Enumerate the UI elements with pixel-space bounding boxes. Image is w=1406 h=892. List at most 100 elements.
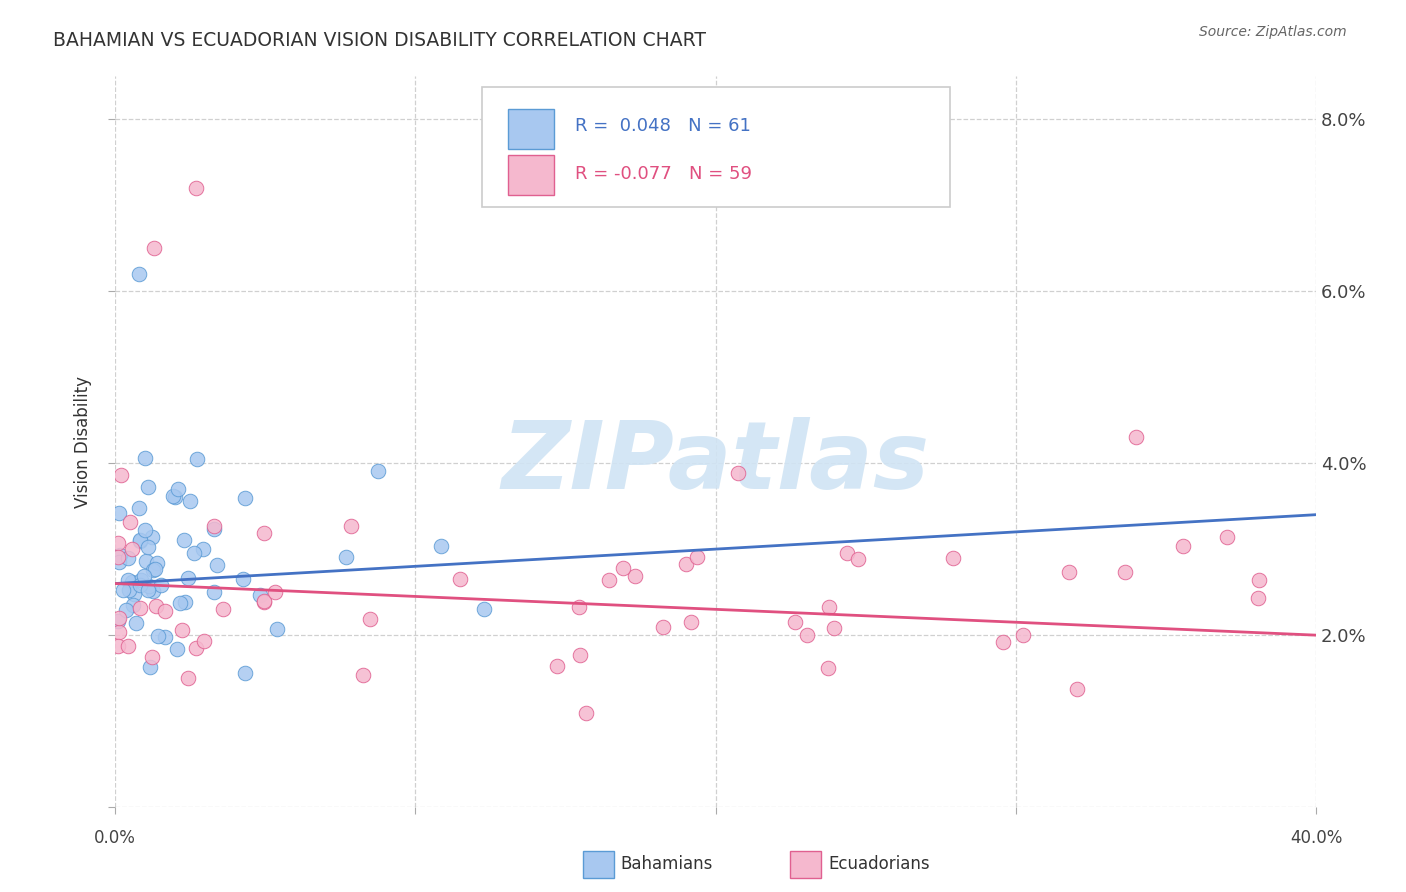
Point xyxy=(173,595,195,609)
Point xyxy=(193,541,215,556)
Point xyxy=(117,573,139,587)
Point xyxy=(846,552,869,566)
Point xyxy=(796,628,818,642)
Point xyxy=(1125,430,1147,444)
Point xyxy=(1216,530,1239,544)
Point xyxy=(142,563,165,577)
Point xyxy=(942,551,965,566)
Point xyxy=(359,612,381,626)
Text: R =  0.048   N = 61: R = 0.048 N = 61 xyxy=(575,117,751,136)
Point xyxy=(335,549,357,564)
Point xyxy=(146,556,169,570)
Point xyxy=(136,480,159,494)
Point xyxy=(233,666,256,681)
Point xyxy=(129,533,152,548)
Point xyxy=(193,634,215,648)
Point xyxy=(124,615,146,630)
Point xyxy=(121,542,143,557)
Point xyxy=(202,585,225,599)
Point xyxy=(107,536,129,550)
Point xyxy=(675,557,697,571)
Point xyxy=(141,650,163,665)
Point xyxy=(818,599,841,614)
Point xyxy=(186,451,208,466)
Point xyxy=(449,572,471,586)
Point xyxy=(686,550,709,565)
Point xyxy=(129,578,152,592)
Point xyxy=(352,667,374,681)
Point xyxy=(679,615,702,630)
Point xyxy=(186,180,208,194)
Point xyxy=(167,482,190,496)
Text: R = -0.077   N = 59: R = -0.077 N = 59 xyxy=(575,165,752,183)
Point xyxy=(1114,566,1136,580)
Point xyxy=(117,640,139,654)
Point xyxy=(177,671,200,685)
Point xyxy=(993,635,1015,649)
Point xyxy=(110,468,132,483)
Point xyxy=(107,639,129,653)
Point xyxy=(623,569,645,583)
Point xyxy=(129,573,152,587)
Point xyxy=(128,267,150,281)
Point xyxy=(727,466,749,480)
Point xyxy=(122,587,145,601)
Point xyxy=(817,661,839,675)
Point xyxy=(153,630,176,644)
Point xyxy=(783,615,806,630)
Point xyxy=(143,562,166,576)
Point xyxy=(129,534,152,549)
Point xyxy=(117,550,139,565)
Point xyxy=(823,621,845,635)
Point xyxy=(1247,591,1270,606)
Point xyxy=(598,573,620,587)
Point xyxy=(169,595,191,609)
Point xyxy=(108,548,131,562)
Point xyxy=(179,493,201,508)
Point xyxy=(129,601,152,615)
Point xyxy=(142,583,165,598)
Point xyxy=(367,465,389,479)
Point xyxy=(128,500,150,515)
Point xyxy=(107,549,129,564)
Text: 40.0%: 40.0% xyxy=(1289,829,1343,847)
Point xyxy=(184,640,207,655)
Point xyxy=(135,554,157,568)
FancyBboxPatch shape xyxy=(481,87,950,208)
Point xyxy=(211,602,233,616)
Point xyxy=(108,555,131,569)
Text: Bahamians: Bahamians xyxy=(620,855,713,873)
Point xyxy=(249,588,271,602)
Point xyxy=(118,583,141,598)
Point xyxy=(138,579,160,593)
Point xyxy=(145,599,167,613)
Point xyxy=(232,572,254,586)
Point xyxy=(141,530,163,544)
Point xyxy=(148,629,170,643)
Point xyxy=(177,571,200,585)
Point xyxy=(134,523,156,537)
Point xyxy=(155,604,177,618)
Point xyxy=(205,558,228,573)
Point xyxy=(202,519,225,533)
Point xyxy=(575,706,598,720)
Point xyxy=(430,539,453,553)
Point xyxy=(1012,628,1035,642)
Y-axis label: Vision Disability: Vision Disability xyxy=(75,376,93,508)
Point xyxy=(233,491,256,505)
Point xyxy=(162,489,184,503)
Point xyxy=(253,593,276,607)
Point xyxy=(546,659,568,673)
Point xyxy=(253,595,276,609)
Point xyxy=(138,540,160,554)
Point xyxy=(132,568,155,582)
Point xyxy=(111,582,134,597)
Text: ZIPatlas: ZIPatlas xyxy=(502,417,929,509)
Point xyxy=(173,533,195,547)
Point xyxy=(264,585,287,599)
Point xyxy=(166,642,188,657)
Point xyxy=(118,515,141,529)
Point xyxy=(121,599,143,613)
Point xyxy=(107,625,129,640)
Point xyxy=(143,241,166,255)
